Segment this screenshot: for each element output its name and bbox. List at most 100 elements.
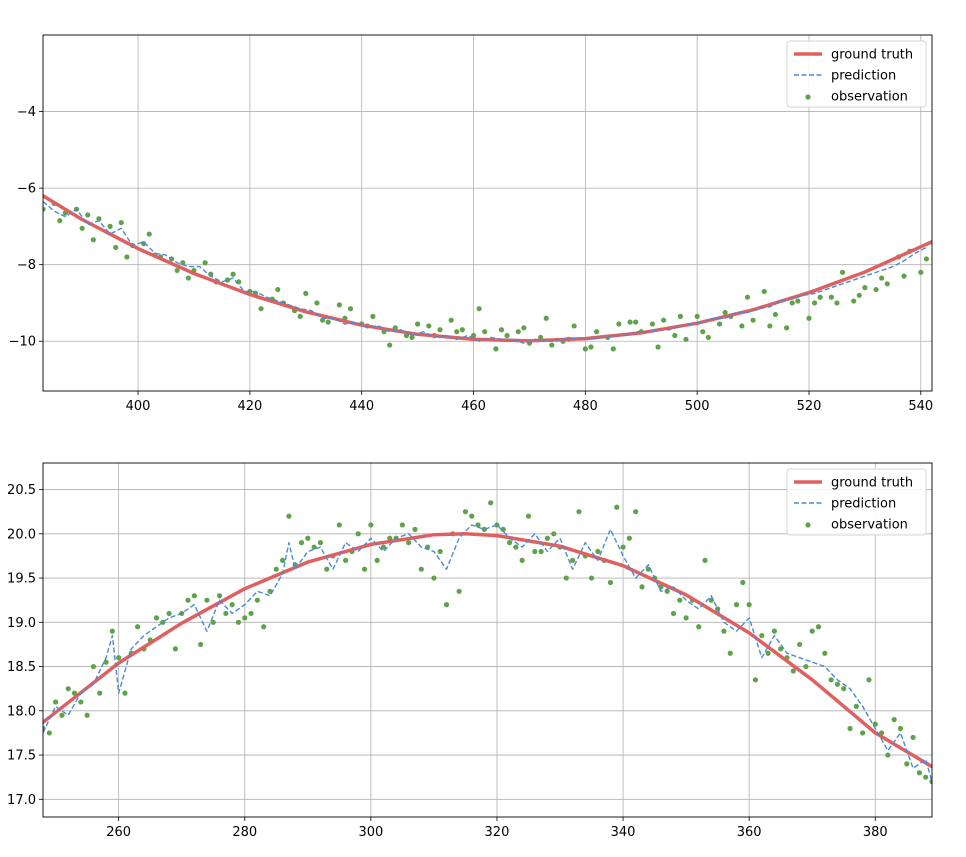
observation-point — [904, 761, 910, 767]
x-tick-label: 360 — [737, 825, 762, 840]
observation-point — [873, 286, 879, 293]
observation-point — [415, 321, 421, 327]
observation-point — [744, 294, 751, 300]
observation-point — [683, 336, 689, 342]
prediction-line — [43, 200, 927, 344]
observation-point — [258, 306, 264, 312]
observation-point — [761, 288, 767, 295]
y-tick-label: 18.0 — [7, 704, 36, 719]
observation-point — [336, 302, 342, 308]
observation-point — [406, 540, 412, 546]
observation-point — [85, 212, 91, 218]
observation-point — [97, 690, 103, 696]
observation-point — [862, 285, 868, 291]
observation-point — [368, 522, 374, 528]
observation-point — [891, 717, 897, 723]
observation-point — [683, 615, 689, 621]
observation-point — [454, 329, 460, 335]
observation-point — [96, 216, 102, 222]
observation-point — [811, 300, 818, 306]
observation-point — [677, 597, 683, 603]
x-tick-label: 280 — [232, 825, 257, 840]
observation-point — [694, 313, 700, 319]
y-tick-label: 19.5 — [7, 572, 36, 587]
observation-point — [90, 237, 96, 243]
x-tick-label: 440 — [349, 399, 374, 414]
observation-point — [901, 273, 907, 279]
observation-point — [626, 535, 632, 541]
legend-box — [786, 468, 927, 536]
observation-point — [279, 557, 286, 563]
observation-point — [929, 779, 932, 785]
observation-point — [700, 329, 706, 335]
observation-point — [418, 566, 424, 572]
observation-point — [513, 544, 519, 550]
observation-point — [229, 602, 235, 608]
observation-point — [576, 509, 582, 515]
legend-label: prediction — [831, 69, 896, 84]
observation-point — [216, 593, 223, 599]
x-tick-label: 320 — [485, 825, 510, 840]
observation-point — [109, 628, 115, 634]
observation-point — [696, 624, 702, 630]
observation-point — [261, 624, 267, 630]
observation-point — [809, 628, 815, 634]
observation-point — [610, 346, 616, 352]
observation-point — [134, 624, 141, 630]
ground-truth-line — [43, 194, 932, 343]
observation-point — [223, 610, 229, 617]
observation-point — [324, 566, 330, 572]
observation-point — [298, 540, 305, 546]
observation-point — [174, 267, 180, 274]
x-tick-label: 340 — [611, 825, 636, 840]
observation-point — [639, 584, 645, 590]
observation-point — [772, 311, 779, 318]
y-tick-label: −6 — [17, 182, 36, 197]
x-tick-label: 480 — [573, 399, 598, 414]
observation-point — [500, 526, 506, 532]
observation-point — [314, 300, 320, 306]
observation-point — [841, 686, 847, 692]
chart-2: 260 280 300 320 340 360 380 17.0 17.5 18.0 18.5 19.… — [7, 462, 933, 840]
observation-point — [459, 327, 465, 333]
observation-point — [254, 597, 260, 603]
observation-point — [588, 344, 594, 350]
observation-point — [204, 597, 210, 603]
observation-point — [79, 225, 85, 231]
observation-point — [519, 557, 525, 563]
observation-point — [53, 699, 59, 705]
observation-point — [297, 313, 303, 319]
observation-point — [614, 504, 620, 510]
observation-point — [224, 277, 231, 283]
observation-point — [727, 650, 733, 656]
x-tick-label: 460 — [461, 399, 486, 414]
legend-label: observation — [831, 518, 908, 533]
observation-point — [210, 619, 216, 625]
observation-point — [551, 531, 557, 537]
observation-point — [303, 290, 309, 296]
observation-point — [790, 668, 796, 674]
x-tick-label: 420 — [237, 399, 262, 414]
observation-point — [716, 321, 723, 327]
observation-point — [525, 513, 532, 519]
observation-point — [549, 342, 555, 348]
observation-point — [515, 329, 521, 335]
observation-point — [767, 323, 773, 329]
observation-point — [476, 306, 482, 312]
observation-point — [305, 535, 311, 541]
observation-point — [412, 526, 418, 532]
observation-point — [778, 646, 784, 652]
x-tick-label: 540 — [908, 399, 933, 414]
observation-point — [374, 557, 380, 563]
observation-point — [795, 298, 801, 304]
observation-point — [593, 329, 600, 335]
plot-frame — [42, 462, 933, 818]
observation-point — [563, 575, 569, 581]
observation-point — [588, 575, 595, 581]
legend: ground truth prediction observation — [786, 40, 927, 108]
observation-point — [543, 315, 549, 321]
series — [43, 194, 932, 352]
observation-point — [916, 770, 922, 776]
y-tick-label: 17.5 — [7, 749, 36, 764]
observation-point — [191, 593, 197, 599]
